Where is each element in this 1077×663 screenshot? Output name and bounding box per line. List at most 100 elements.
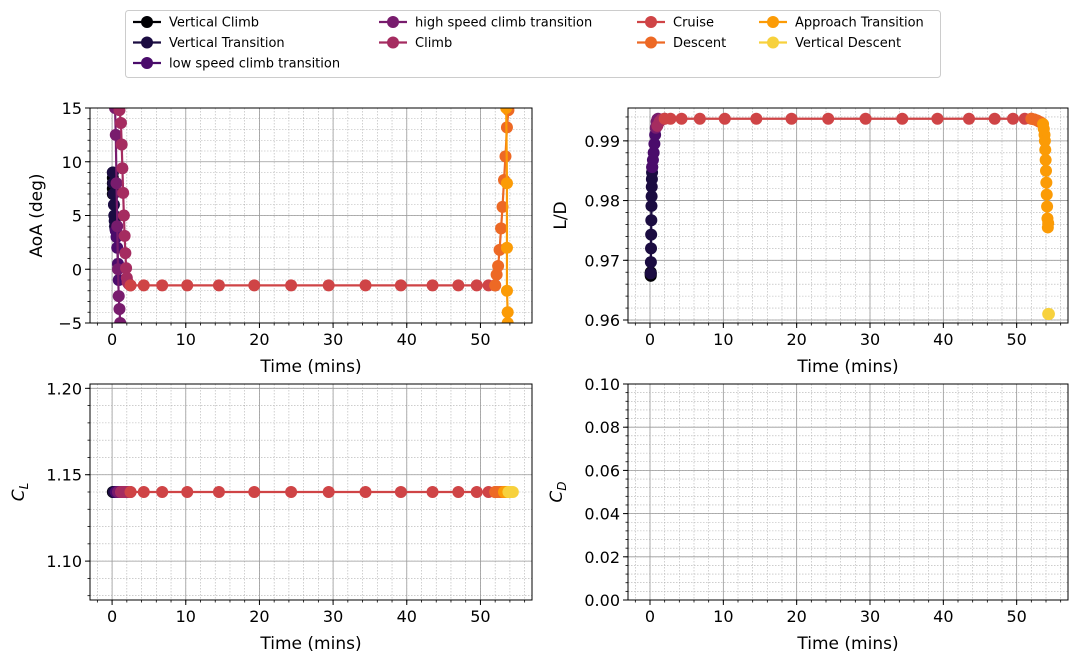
legend-entry: low speed climb transition [133, 57, 340, 72]
x-tick-label: 40 [933, 330, 953, 349]
data-point [675, 112, 688, 125]
data-point [988, 112, 1001, 125]
data-point [248, 486, 261, 498]
grid [628, 108, 1068, 323]
legend-entry: Climb [379, 36, 452, 51]
x-axis-label: Time (mins) [259, 634, 361, 654]
series-layer [106, 486, 519, 498]
data-point [644, 267, 657, 280]
data-point [501, 306, 514, 319]
data-point [896, 112, 909, 125]
y-tick-label: 1.10 [46, 552, 82, 571]
data-point [124, 279, 137, 292]
data-point [137, 279, 150, 292]
x-tick-label: 20 [786, 607, 806, 626]
legend-marker [141, 16, 153, 28]
x-axis-label: Time (mins) [796, 634, 898, 654]
legend-entry: Vertical Descent [759, 36, 901, 51]
y-axis-label: CD [547, 481, 569, 502]
data-point [285, 279, 298, 292]
data-point [664, 112, 677, 125]
data-point [963, 112, 975, 125]
data-point [110, 177, 123, 190]
data-point [647, 146, 660, 159]
data-point [785, 112, 798, 125]
data-point [109, 128, 122, 141]
y-tick-label: 0.06 [584, 461, 620, 480]
x-tick-label: 10 [176, 330, 196, 349]
series-approach-transition [500, 108, 514, 323]
data-point [113, 303, 126, 316]
y-tick-label: 5 [72, 207, 82, 226]
data-point [1041, 200, 1054, 213]
series-vertical-transition [644, 161, 659, 280]
x-tick-label: 20 [249, 330, 269, 349]
x-tick-label: 20 [249, 607, 269, 626]
x-tick-label: 20 [786, 330, 806, 349]
data-point [500, 241, 513, 254]
data-point [120, 262, 133, 275]
data-point [492, 260, 505, 273]
legend-label: high speed climb transition [415, 16, 592, 31]
data-point [644, 256, 657, 269]
legend-label: Descent [673, 36, 726, 51]
x-tick-label: 10 [713, 330, 733, 349]
legend-marker [141, 36, 153, 49]
x-axis-label: Time (mins) [796, 357, 898, 377]
data-point [1039, 153, 1052, 166]
data-point [156, 279, 169, 292]
data-point [1040, 164, 1052, 177]
data-point [645, 228, 658, 241]
legend-label: Vertical Climb [169, 16, 259, 31]
data-point [822, 112, 835, 125]
data-point [359, 279, 372, 292]
data-point [645, 199, 658, 212]
data-point [119, 247, 132, 260]
x-tick-label: 0 [645, 607, 655, 626]
subplot-3: 0 10 20 30 40 50 1.10 1.15 1.20 Time (mins) CL [9, 379, 533, 654]
legend-entry: Approach Transition [759, 16, 924, 31]
y-tick-label: 0 [72, 260, 82, 279]
x-tick-label: 40 [397, 607, 417, 626]
data-point [137, 486, 150, 498]
y-tick-label: 0.98 [584, 192, 620, 211]
legend-label: low speed climb transition [169, 57, 340, 72]
data-point [107, 198, 120, 211]
series-layer [644, 112, 1055, 321]
y-tick-label: 0.00 [584, 591, 620, 610]
data-point [322, 486, 335, 498]
x-tick-label: 30 [860, 330, 880, 349]
series-layer [106, 108, 515, 323]
y-axis-label: AoA (deg) [27, 173, 47, 257]
y-tick-label: 0.97 [584, 251, 620, 270]
data-point [111, 220, 124, 233]
data-point [394, 279, 407, 292]
y-tick-label: 1.20 [46, 379, 82, 398]
data-point [645, 214, 658, 227]
legend-entry: Vertical Transition [133, 36, 285, 51]
legend-entry: Descent [637, 36, 726, 51]
legend-label: Vertical Descent [795, 36, 901, 51]
x-tick-label: 50 [1006, 330, 1026, 349]
axes-frame [627, 107, 1069, 324]
data-point [501, 317, 514, 323]
data-point [750, 112, 763, 125]
data-point [212, 486, 225, 498]
data-point [718, 112, 731, 125]
legend-marker [645, 16, 657, 28]
x-tick-label: 50 [470, 330, 490, 349]
data-point [248, 279, 261, 292]
data-point [500, 108, 513, 114]
legend-frame [125, 10, 941, 78]
legend-label: Climb [415, 36, 452, 51]
legend-marker [141, 57, 153, 69]
y-tick-label: 0.96 [584, 311, 620, 330]
data-point [645, 242, 658, 255]
series-cruise [658, 112, 1038, 125]
data-point [117, 209, 130, 222]
x-tick-label: 30 [323, 607, 343, 626]
legend-label: Approach Transition [795, 16, 924, 31]
data-point [499, 150, 512, 163]
data-point [359, 486, 372, 498]
